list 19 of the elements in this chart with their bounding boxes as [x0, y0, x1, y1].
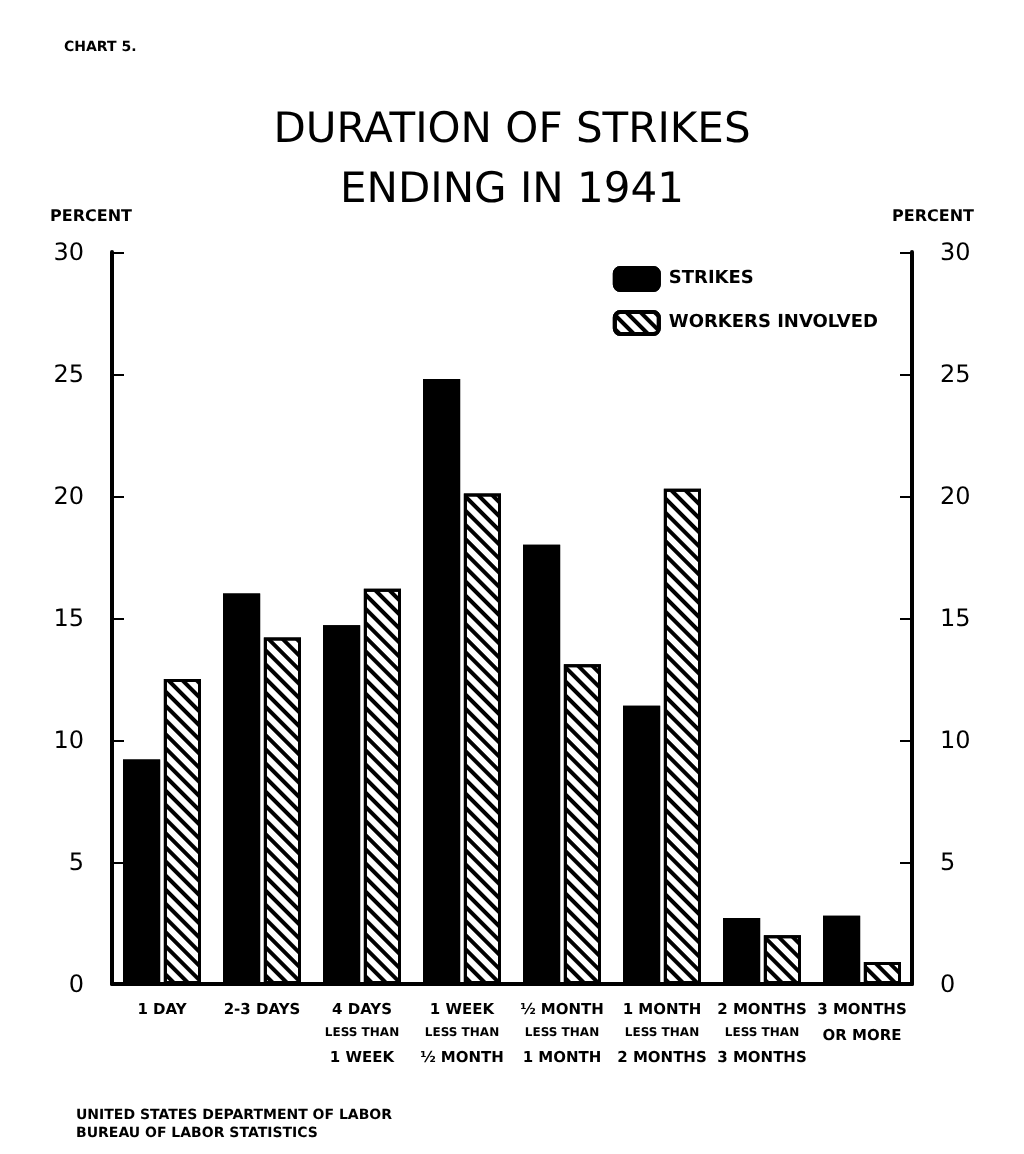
y2-axis-title: PERCENT: [892, 207, 976, 225]
y-tick-label: 30: [53, 238, 84, 266]
y-tick-label: 25: [53, 360, 84, 388]
y-tick-label: 15: [53, 604, 84, 632]
chart-title: DURATION OF STRIKES ENDING IN 1941: [273, 104, 751, 212]
legend-label: WORKERS INVOLVED: [668, 313, 879, 333]
y2-tick-label: 0: [940, 970, 956, 998]
y-tick-label: 10: [53, 726, 84, 754]
y2-tick-label: 25: [940, 360, 971, 388]
y-tick-label: 0: [68, 970, 84, 998]
y2-tick-label: 10: [940, 726, 971, 754]
y-axis-title: PERCENT: [50, 207, 134, 225]
y-tick-label: 5: [68, 848, 84, 876]
y-tick-label: 20: [53, 482, 84, 510]
y2-tick-label: 20: [940, 482, 971, 510]
y2-tick-label: 30: [940, 238, 971, 266]
legend-label: STRIKES: [668, 269, 754, 289]
y2-tick-label: 5: [940, 848, 956, 876]
y2-tick-label: 15: [940, 604, 971, 632]
